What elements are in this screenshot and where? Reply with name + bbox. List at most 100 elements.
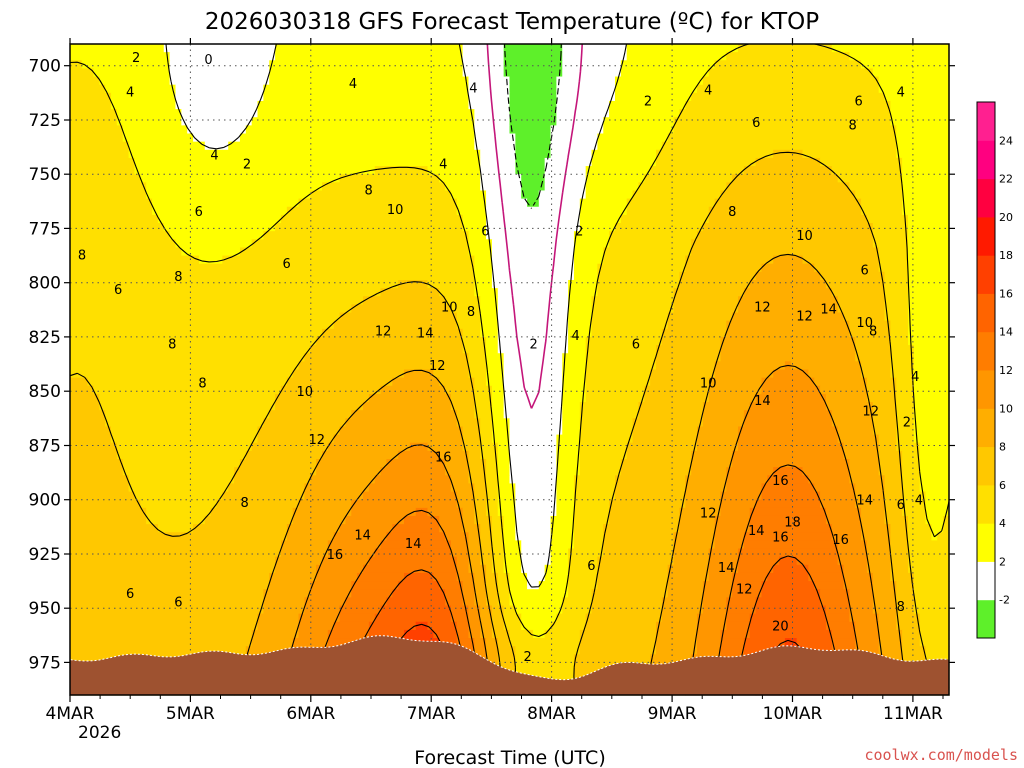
temperature-band-cell xyxy=(527,581,540,590)
temperature-band-cell xyxy=(820,499,856,509)
temperature-band-cell xyxy=(743,288,833,297)
temperature-band-cell xyxy=(907,223,950,232)
temperature-band-cell xyxy=(685,100,891,110)
temperature-band-cell xyxy=(456,556,470,566)
temperature-band-cell xyxy=(486,507,499,517)
temperature-band-cell xyxy=(767,572,809,582)
temperature-band-cell xyxy=(562,605,593,615)
temperature-band-cell xyxy=(890,109,950,118)
temperature-band-cell xyxy=(122,459,241,468)
temperature-band-cell xyxy=(497,312,569,322)
temperature-band-cell xyxy=(878,467,903,476)
temperature-band-cell xyxy=(409,442,429,452)
temperature-band-cell xyxy=(398,279,429,289)
temperature-band-cell xyxy=(702,581,733,590)
temperature-band-cell xyxy=(743,418,833,428)
temperature-band-cell xyxy=(820,157,903,167)
colorbar-label: 6 xyxy=(999,479,1006,492)
temperature-band-cell xyxy=(609,100,686,110)
temperature-band-cell xyxy=(890,548,909,558)
temperature-band-cell xyxy=(480,556,493,566)
temperature-band-cell xyxy=(913,369,950,379)
contour-label: 4 xyxy=(210,149,218,164)
temperature-band-cell xyxy=(480,174,522,183)
temperature-band-cell xyxy=(866,556,891,566)
temperature-band-cell xyxy=(825,279,886,289)
temperature-band-cell xyxy=(855,629,880,639)
temperature-band-cell xyxy=(456,320,481,330)
temperature-band-cell xyxy=(562,361,587,371)
temperature-band-cell xyxy=(890,361,915,371)
temperature-band-cell xyxy=(497,646,516,655)
temperature-band-cell xyxy=(919,483,950,493)
temperature-band-cell xyxy=(163,223,276,232)
temperature-band-cell xyxy=(907,239,950,249)
temperature-band-cell xyxy=(614,84,698,94)
temperature-band-cell xyxy=(386,459,446,468)
temperature-band-cell xyxy=(831,44,950,53)
temperature-band-cell xyxy=(579,426,634,436)
temperature-band-cell xyxy=(673,296,739,305)
temperature-band-cell xyxy=(427,507,464,517)
temperature-band-cell xyxy=(896,597,915,607)
temperature-band-cell xyxy=(556,507,575,517)
temperature-band-cell xyxy=(269,60,464,70)
temperature-band-cell xyxy=(351,410,458,419)
temperature-band-cell xyxy=(890,336,909,346)
temperature-band-cell xyxy=(726,328,850,338)
temperature-band-cell xyxy=(902,467,921,476)
temperature-band-cell xyxy=(70,646,247,655)
temperature-band-cell xyxy=(327,629,370,639)
temperature-band-cell xyxy=(468,467,487,476)
temperature-band-cell xyxy=(339,426,464,436)
temperature-band-cell xyxy=(70,288,382,297)
temperature-band-cell xyxy=(450,613,470,623)
temperature-band-cell xyxy=(925,646,950,655)
temperature-band-cell xyxy=(480,442,499,452)
y-tick-label: 750 xyxy=(29,165,61,185)
temperature-band-cell xyxy=(327,638,364,647)
temperature-band-cell xyxy=(169,52,276,61)
colorbar-label: 18 xyxy=(999,249,1013,262)
temperature-band-cell xyxy=(368,483,452,493)
temperature-band-cell xyxy=(468,231,487,240)
temperature-band-cell xyxy=(626,450,692,460)
temperature-band-cell xyxy=(907,336,950,346)
temperature-band-cell xyxy=(427,279,475,289)
colorbar-label: 16 xyxy=(999,287,1013,300)
temperature-band-cell xyxy=(374,166,429,175)
temperature-band-cell xyxy=(445,385,475,395)
temperature-band-cell xyxy=(855,353,891,362)
temperature-band-cell xyxy=(855,646,880,655)
contour-label: 2 xyxy=(243,157,251,172)
temperature-band-cell xyxy=(468,613,481,623)
temperature-band-cell xyxy=(872,418,897,428)
temperature-band-cell xyxy=(820,271,886,281)
temperature-band-cell xyxy=(603,125,675,135)
temperature-band-cell xyxy=(245,125,475,135)
temperature-band-cell xyxy=(474,125,511,135)
temperature-band-cell xyxy=(673,548,710,558)
temperature-band-cell xyxy=(673,556,710,566)
temperature-band-cell xyxy=(872,68,950,78)
temperature-band-cell xyxy=(269,581,311,590)
colorbar-swatch xyxy=(977,484,995,524)
temperature-band-cell xyxy=(568,312,593,322)
temperature-band-cell xyxy=(515,662,575,672)
temperature-band-cell xyxy=(837,556,868,566)
temperature-band-cell xyxy=(491,532,505,541)
temperature-band-cell xyxy=(878,434,897,444)
contour-label: 6 xyxy=(855,94,863,109)
temperature-band-cell xyxy=(491,629,511,639)
temperature-band-cell xyxy=(890,369,915,379)
x-tick-label: 4MAR xyxy=(46,704,95,724)
temperature-band-cell xyxy=(503,540,522,550)
temperature-band-cell xyxy=(650,369,716,379)
temperature-band-cell xyxy=(474,141,516,151)
temperature-band-cell xyxy=(702,605,727,615)
colorbar-label: 24 xyxy=(999,134,1013,147)
temperature-band-cell xyxy=(632,426,698,436)
temperature-band-cell xyxy=(755,271,821,281)
temperature-band-cell xyxy=(497,638,511,647)
temperature-band-cell xyxy=(878,638,903,647)
